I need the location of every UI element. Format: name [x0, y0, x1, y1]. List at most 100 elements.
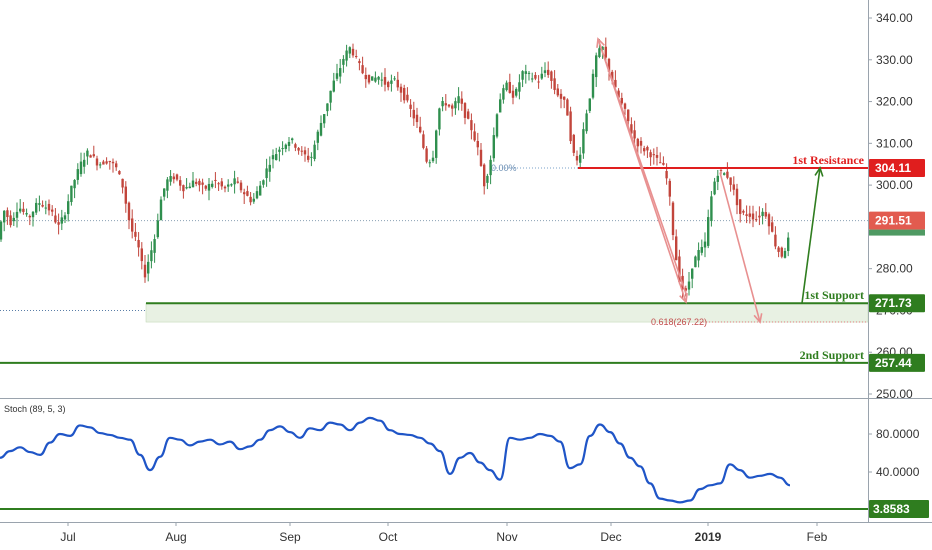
candle-body	[716, 175, 719, 182]
candle-body	[179, 180, 182, 186]
candlestick	[479, 143, 483, 167]
candle-body	[374, 77, 377, 82]
candle-body	[214, 179, 217, 181]
candlestick	[713, 177, 716, 196]
badge-box	[869, 353, 925, 372]
candlestick	[534, 72, 537, 81]
candle-body	[380, 79, 383, 81]
candle-body	[22, 208, 25, 212]
candlestick	[147, 254, 150, 282]
candlestick	[527, 71, 531, 81]
candle-body	[694, 256, 697, 268]
candlestick	[342, 55, 345, 73]
candle-body	[217, 183, 220, 185]
candlestick	[659, 152, 662, 164]
candlestick	[204, 184, 207, 191]
candlestick	[159, 196, 163, 221]
candlestick	[457, 87, 460, 111]
candlestick	[38, 195, 41, 212]
candle-body	[668, 180, 671, 197]
candlestick	[396, 71, 399, 91]
candle-body	[511, 90, 515, 98]
candlestick	[35, 198, 38, 215]
candle-body	[755, 219, 758, 221]
candlestick	[188, 182, 191, 189]
price-tick-label: 310.00	[876, 136, 913, 150]
candle-body	[566, 99, 569, 116]
candle-body	[3, 210, 6, 223]
candle-body	[358, 61, 361, 64]
candlestick	[86, 148, 89, 165]
time-tick-label: 2019	[695, 530, 722, 544]
candle-body	[310, 156, 313, 158]
down-arrow-to-dec-low	[597, 38, 688, 304]
candle-body	[262, 180, 265, 185]
candlestick	[732, 176, 735, 196]
candlestick	[124, 181, 127, 213]
candle-body	[41, 204, 44, 207]
badge-box	[869, 500, 929, 518]
candle-body	[457, 96, 460, 104]
candle-body	[307, 155, 310, 160]
candle-body	[393, 78, 396, 80]
candlestick	[76, 163, 79, 185]
candlestick	[12, 212, 15, 227]
candle-body	[390, 80, 393, 84]
candle-body	[700, 247, 703, 253]
candle-body	[518, 82, 521, 92]
candle-body	[89, 155, 92, 158]
1st-support-label: 1st Support	[804, 288, 864, 302]
time-tick-label: Sep	[279, 530, 301, 544]
candlestick	[451, 103, 454, 117]
candle-body	[697, 250, 700, 261]
candlestick	[572, 133, 575, 157]
candlestick	[540, 66, 543, 80]
price-axis: 340.00330.00320.00310.00300.00280.00270.…	[868, 11, 913, 401]
candlestick	[28, 214, 31, 226]
candlestick	[233, 170, 236, 194]
candlestick	[399, 83, 403, 102]
candlestick	[319, 115, 323, 137]
fib-zero-label: 0.00%	[491, 163, 517, 173]
candle-body	[575, 156, 579, 161]
candle-body	[572, 134, 575, 153]
candlestick	[0, 220, 3, 242]
candlestick	[454, 97, 457, 115]
candlestick	[758, 206, 761, 226]
1st-support-badge: 271.73	[869, 294, 925, 313]
badge-value: 3.8583	[873, 502, 910, 516]
candle-body	[287, 141, 291, 146]
candle-body	[207, 183, 211, 191]
candlestick	[630, 117, 633, 135]
candlestick	[47, 199, 51, 216]
candlestick	[79, 152, 83, 177]
candlestick	[550, 70, 553, 89]
candle-body	[57, 222, 60, 225]
candlestick	[236, 177, 239, 184]
dotted-lines-layer: 0.00% 0.618(267.22)	[0, 163, 868, 327]
candlestick	[492, 127, 495, 162]
candlestick	[214, 172, 217, 189]
candle-body	[211, 183, 214, 187]
candlestick	[751, 205, 755, 228]
candle-body	[252, 198, 255, 202]
stoch-line	[0, 416, 791, 504]
candlestick	[153, 234, 156, 263]
candle-body	[534, 75, 537, 79]
candlestick	[175, 173, 179, 182]
candle-body	[163, 188, 166, 197]
candlestick	[591, 69, 595, 100]
candlestick	[115, 160, 118, 171]
candlestick	[169, 170, 172, 186]
candlestick	[127, 201, 131, 230]
candle-body	[201, 182, 204, 185]
candlestick	[585, 109, 588, 134]
candlestick	[566, 98, 569, 116]
candlestick	[393, 76, 396, 81]
candle-body	[150, 250, 153, 262]
price-tick-label: 280.00	[876, 262, 913, 276]
candlestick	[675, 229, 678, 261]
candlestick	[137, 232, 140, 257]
